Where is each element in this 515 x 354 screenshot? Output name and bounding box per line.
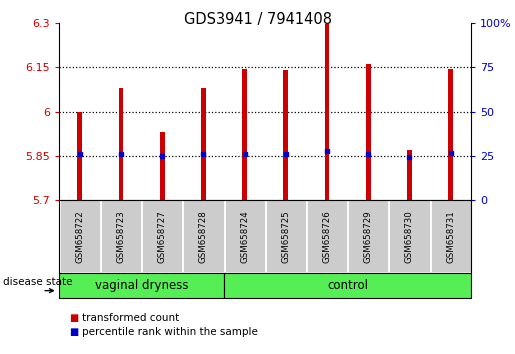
Text: GDS3941 / 7941408: GDS3941 / 7941408 bbox=[183, 12, 332, 27]
Bar bbox=[407, 150, 412, 200]
Bar bbox=[201, 88, 206, 200]
Bar bbox=[366, 64, 371, 200]
Text: transformed count: transformed count bbox=[82, 313, 180, 322]
Text: GSM658730: GSM658730 bbox=[405, 210, 414, 263]
Bar bbox=[324, 24, 330, 200]
Bar bbox=[283, 70, 288, 200]
Bar bbox=[77, 112, 82, 200]
Text: GSM658729: GSM658729 bbox=[364, 210, 373, 263]
Text: GSM658725: GSM658725 bbox=[281, 210, 290, 263]
Bar bbox=[448, 69, 453, 200]
Bar bbox=[242, 69, 247, 200]
Text: control: control bbox=[327, 279, 368, 292]
Text: GSM658726: GSM658726 bbox=[322, 210, 332, 263]
Bar bbox=[118, 88, 124, 200]
Text: GSM658727: GSM658727 bbox=[158, 210, 167, 263]
Text: percentile rank within the sample: percentile rank within the sample bbox=[82, 327, 259, 337]
Text: disease state: disease state bbox=[3, 277, 72, 287]
Text: vaginal dryness: vaginal dryness bbox=[95, 279, 188, 292]
Text: GSM658723: GSM658723 bbox=[116, 210, 126, 263]
Bar bbox=[160, 132, 165, 200]
Text: GSM658722: GSM658722 bbox=[75, 210, 84, 263]
Text: GSM658724: GSM658724 bbox=[240, 210, 249, 263]
Text: GSM658731: GSM658731 bbox=[446, 210, 455, 263]
Text: ■: ■ bbox=[70, 327, 79, 337]
Text: ■: ■ bbox=[70, 313, 79, 322]
Text: GSM658728: GSM658728 bbox=[199, 210, 208, 263]
